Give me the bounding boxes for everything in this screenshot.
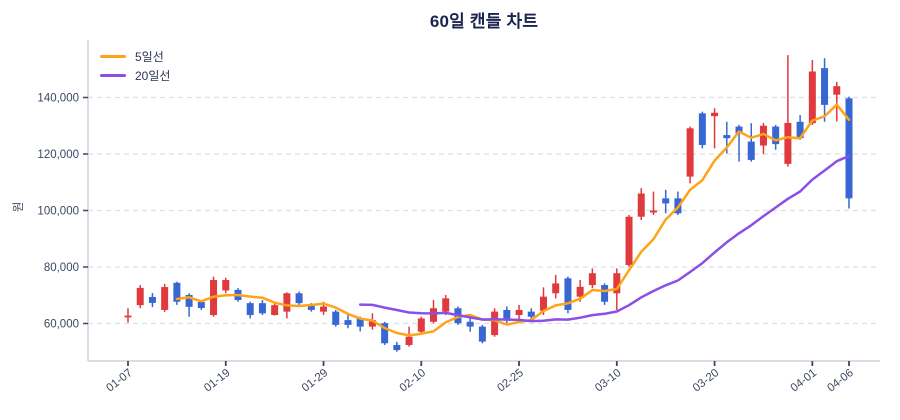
candle-body-down: [344, 320, 352, 325]
candle-body-down: [772, 126, 780, 145]
x-tick-label: 03-20: [691, 367, 722, 395]
x-tick-label: 02-25: [495, 367, 526, 395]
candle-body-up: [271, 305, 279, 316]
candle-body-down: [796, 121, 804, 139]
candle-body-up: [161, 287, 169, 310]
legend-item-ma20: 20일선: [100, 66, 170, 85]
x-tick-label: 01-19: [202, 367, 233, 395]
candle-body-up: [491, 311, 499, 336]
candle-body-down: [356, 318, 364, 327]
chart-legend: 5일선 20일선: [100, 47, 170, 85]
candle-body-down: [197, 302, 205, 308]
candle-body-up: [686, 128, 694, 177]
candle-body-up: [405, 336, 413, 345]
candle-body-down: [845, 98, 853, 199]
x-tick-label: 04-01: [789, 367, 820, 395]
candle-body-down: [246, 303, 254, 316]
candle-body-up: [649, 210, 657, 213]
ma5-line: [175, 103, 851, 337]
candle-body-down: [723, 135, 731, 139]
ma20-legend-marker: [100, 74, 126, 77]
candle-body-up: [613, 273, 621, 294]
candle-body-down: [747, 141, 755, 160]
candle-body-up: [136, 287, 144, 306]
candle-body-down: [258, 303, 266, 314]
candle-body-down: [662, 198, 670, 204]
x-tick-label: 03-10: [593, 367, 624, 395]
y-tick-label: 60,000: [44, 319, 79, 331]
candle-body-up: [430, 308, 438, 322]
candle-body-up: [759, 125, 767, 146]
candle-body-down: [393, 344, 401, 351]
candle-body-up: [625, 216, 633, 266]
ma5-legend-marker: [100, 55, 126, 58]
y-tick-label: 100,000: [37, 206, 79, 218]
candle-body-up: [124, 315, 132, 318]
candle-body-up: [442, 298, 450, 312]
candle-body-down: [307, 304, 315, 310]
candle-body-down: [478, 326, 486, 342]
candle-body-down: [564, 278, 572, 310]
candle-body-up: [808, 71, 816, 124]
candle-body-up: [833, 86, 841, 95]
chart-title: 60일 캔들 차트: [429, 12, 539, 31]
candle-body-up: [552, 283, 560, 294]
candle-body-up: [588, 273, 596, 286]
y-tick-label: 120,000: [37, 149, 79, 161]
candle-body-down: [527, 311, 535, 317]
candle-body-up: [576, 286, 584, 297]
candle-body-down: [381, 323, 389, 344]
candle-body-down: [185, 294, 193, 307]
candle-body-down: [503, 309, 511, 321]
y-tick-label: 80,000: [44, 262, 79, 274]
y-axis-label: 원: [11, 202, 25, 213]
x-tick-label: 01-29: [300, 367, 331, 395]
ma20-legend-label: 20일선: [135, 69, 171, 83]
candle-body-down: [173, 282, 181, 302]
candle-body-up: [637, 193, 645, 217]
candle-body-up: [539, 296, 547, 311]
candle-body-down: [148, 296, 156, 303]
candle-body-down: [601, 285, 609, 302]
ma5-legend-label: 5일선: [135, 50, 164, 64]
x-tick-label: 02-10: [398, 367, 429, 395]
x-tick-label: 01-07: [104, 367, 135, 395]
candle-body-up: [784, 122, 792, 164]
y-tick-label: 140,000: [37, 93, 79, 105]
legend-item-ma5: 5일선: [100, 47, 170, 66]
candle-body-up: [711, 112, 719, 117]
candle-body-down: [332, 311, 340, 325]
candle-body-up: [368, 320, 376, 327]
ma20-line: [358, 154, 851, 323]
candle-body-down: [735, 126, 743, 134]
candle-body-down: [466, 321, 474, 327]
candle-body-down: [821, 68, 829, 105]
candle-body-up: [222, 279, 230, 291]
candle-body-down: [295, 293, 303, 304]
candle-body-up: [515, 309, 523, 316]
candle-body-up: [417, 318, 425, 332]
candle-body-up: [283, 293, 291, 312]
x-tick-label: 04-06: [825, 367, 856, 395]
candle-body-up: [320, 306, 328, 312]
candle-body-down: [698, 113, 706, 145]
